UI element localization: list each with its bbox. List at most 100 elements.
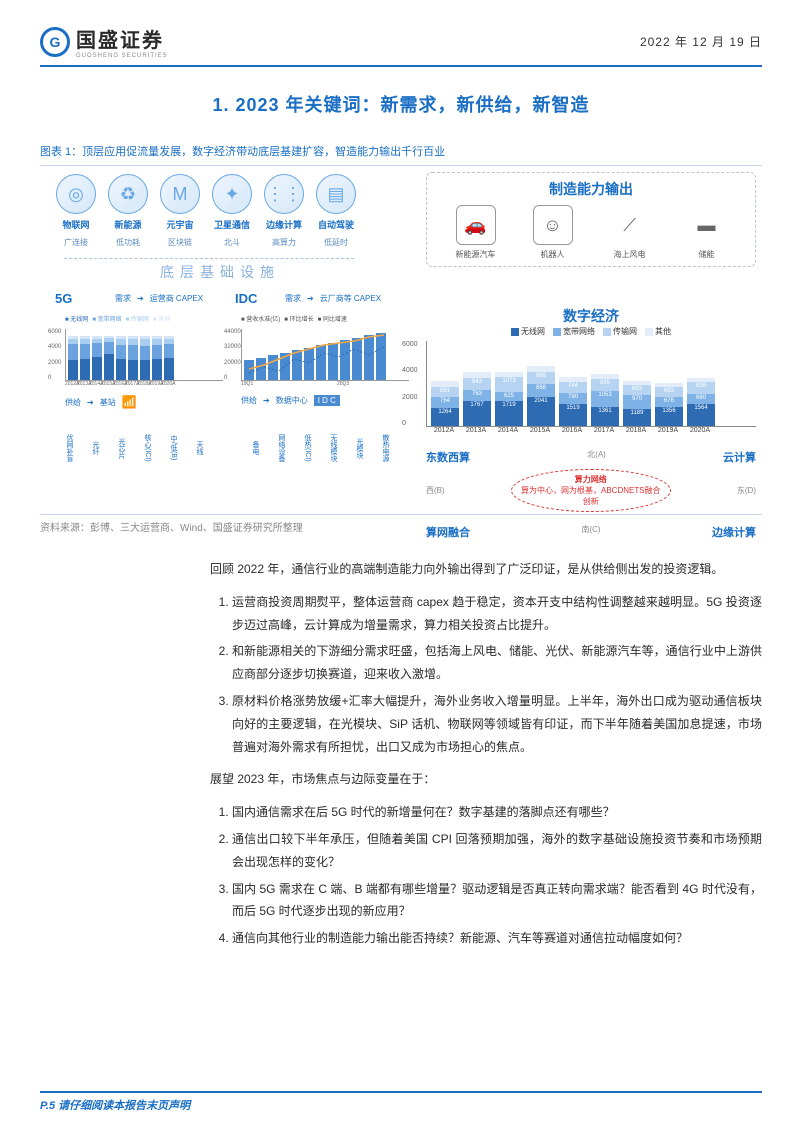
demand-label: 需求 bbox=[115, 293, 131, 304]
supply-item: 光模块 bbox=[344, 434, 364, 462]
app-label: 元宇宙 bbox=[156, 218, 204, 231]
chart-bar bbox=[80, 336, 90, 380]
chart-bar bbox=[68, 336, 78, 380]
connector-line bbox=[64, 258, 354, 259]
legend-item: 无线网 bbox=[511, 326, 545, 337]
company-name-en: GUOSHENG SECURITIES bbox=[76, 53, 168, 59]
compute-network-oval: 算力网络 算为中心，网为根基，ABCDNETS融合创新 bbox=[511, 469, 671, 512]
digital-economy-box: 数字经济 无线网宽带网络传输网其他 6000400020000 12647646… bbox=[426, 306, 756, 540]
app-item: M 元宇宙 区块链 bbox=[156, 174, 204, 248]
chart-bar bbox=[152, 336, 162, 380]
manufacturing-box: 制造能力输出 🚗 新能源汽车 ☺ 机器人 ⟋ 海上风电 ▬ 储能 bbox=[426, 172, 756, 267]
company-name-cn: 国盛证券 bbox=[76, 24, 168, 53]
dir-west: 西(B) bbox=[426, 485, 445, 496]
app-sublabel: 广连接 bbox=[52, 237, 100, 248]
page-footer: P.5 请仔细阅读本报告末页声明 bbox=[40, 1091, 762, 1113]
figure-caption: 图表 1：顶层应用促流量发展，数字经济带动底层基建扩容，智造能力输出千行百业 bbox=[40, 143, 762, 159]
legend-item: 宽带网络 bbox=[92, 314, 121, 323]
mfg-item: ⟋ 海上风电 bbox=[610, 205, 650, 260]
chart-bar bbox=[116, 336, 126, 380]
body-text: 回顾 2022 年，通信行业的高端制造能力向外输出得到了广泛印证，是从供给侧出发… bbox=[210, 558, 762, 950]
logo-icon: G bbox=[50, 34, 61, 50]
legend-item: 营收水准(亿) bbox=[241, 314, 280, 323]
app-item: ✦ 卫星通信 北斗 bbox=[208, 174, 256, 248]
report-date: 2022 年 12 月 19 日 bbox=[640, 33, 762, 50]
tag-edge: 边缘计算 bbox=[712, 524, 756, 540]
list-item: 和新能源相关的下游细分需求旺盛，包括海上风电、储能、光伏、新能源汽车等，通信行业… bbox=[232, 640, 762, 686]
mfg-icon: ☺ bbox=[533, 205, 573, 245]
legend-item: 其他 bbox=[645, 326, 671, 337]
digital-economy-title: 数字经济 bbox=[426, 306, 756, 326]
app-icon: ♻ bbox=[108, 174, 148, 214]
chart-bar: 1564660839 bbox=[687, 378, 715, 426]
supply-item: 中/低(B) bbox=[158, 434, 178, 462]
supply-label: 供给 bbox=[241, 395, 257, 406]
fiveg-title: 5G bbox=[55, 291, 72, 306]
app-icon: M bbox=[160, 174, 200, 214]
chart-bar bbox=[104, 336, 114, 380]
list-item: 通信向其他行业的制造能力输出能否持续？新能源、汽车等赛道对通信拉动幅度如何？ bbox=[232, 927, 762, 950]
supply-item: 天线 bbox=[184, 434, 204, 462]
chart-bar: 17196251073 bbox=[495, 372, 523, 426]
mfg-icon: 🚗 bbox=[456, 205, 496, 245]
app-sublabel: 区块链 bbox=[156, 237, 204, 248]
legend-item: 其他 bbox=[153, 314, 170, 323]
intro-paragraph: 回顾 2022 年，通信行业的高端制造能力向外输出得到了广泛印证，是从供给侧出发… bbox=[210, 558, 762, 581]
idc-title: IDC bbox=[235, 291, 257, 306]
base-station-label: 基站 bbox=[100, 397, 116, 408]
fiveg-supply-flow: 供给 ➔ 基站 📶 bbox=[65, 395, 223, 409]
supply-item: 光芯片 bbox=[106, 434, 126, 462]
mfg-item: ▬ 储能 bbox=[687, 205, 727, 260]
idc-supply-flow: 供给 ➔ 数据中心 I D C bbox=[241, 395, 409, 406]
list-item: 原材料价格涨势放缓+汇率大幅提升，海外业务收入增量明显。上半年，海外出口成为驱动… bbox=[232, 690, 762, 758]
demand-label: 需求 bbox=[285, 293, 301, 304]
app-item: ♻ 新能源 低功耗 bbox=[104, 174, 152, 248]
app-icon: ⋮⋮ bbox=[264, 174, 304, 214]
app-sublabel: 低功耗 bbox=[104, 237, 152, 248]
arrow-icon: ➔ bbox=[263, 396, 270, 405]
supply-item: 散热电源 bbox=[370, 434, 390, 462]
tag-cloud: 云计算 bbox=[723, 449, 756, 465]
idc-demand-flow: 需求 ➔ 云厂商等 CAPEX bbox=[285, 293, 453, 304]
mfg-label: 机器人 bbox=[533, 249, 573, 260]
datacenter-label: 数据中心 bbox=[276, 395, 308, 406]
main-diagram: ◎ 物联网 广连接♻ 新能源 低功耗M 元宇宙 区块链✦ 卫星通信 北斗⋮⋮ 边… bbox=[40, 165, 762, 515]
idc-chart: IDC 需求 ➔ 云厂商等 CAPEX 营收水准(亿)环比增长同比增速 4400… bbox=[240, 296, 410, 407]
operator-capex-label: 运营商 CAPEX bbox=[150, 293, 203, 304]
app-label: 边缘计算 bbox=[260, 218, 308, 231]
chart-bar: 1264764691 bbox=[431, 381, 459, 426]
dir-south: 南(C) bbox=[581, 524, 600, 540]
app-icon: ▤ bbox=[316, 174, 356, 214]
mfg-label: 新能源汽车 bbox=[456, 249, 496, 260]
infrastructure-label: 底层基础设施 bbox=[160, 262, 280, 282]
app-label: 新能源 bbox=[104, 218, 152, 231]
mfg-icon: ⟋ bbox=[610, 205, 650, 245]
app-label: 物联网 bbox=[52, 218, 100, 231]
chart-bar bbox=[140, 336, 150, 380]
chart-bar bbox=[92, 336, 102, 380]
app-item: ▤ 自动驾驶 低延时 bbox=[312, 174, 360, 248]
legend-item: 传输网 bbox=[603, 326, 637, 337]
manufacturing-title: 制造能力输出 bbox=[437, 179, 745, 199]
supply-item: 光纤 bbox=[80, 434, 100, 462]
list-item: 国内通信需求在后 5G 时代的新增量何在？数字基建的落脚点还有哪些？ bbox=[232, 801, 762, 824]
company-logo: G 国盛证券 GUOSHENG SECURITIES bbox=[40, 24, 168, 59]
supply-item: 核心(ICI) bbox=[132, 434, 152, 462]
section-title: 1. 2023 年关键词：新需求，新供给，新智造 bbox=[40, 91, 762, 117]
list-item: 运营商投资周期熨平，整体运营商 capex 趋于稳定，资本开支中结构性调整越来越… bbox=[232, 591, 762, 637]
outlook-paragraph: 展望 2023 年，市场焦点与边际变量在于： bbox=[210, 768, 762, 791]
app-sublabel: 低延时 bbox=[312, 237, 360, 248]
legend-item: 无线网 bbox=[65, 314, 88, 323]
digital-tags-bottom: 算网融合 南(C) 边缘计算 bbox=[426, 524, 756, 540]
app-item: ◎ 物联网 广连接 bbox=[52, 174, 100, 248]
antenna-icon: 📶 bbox=[122, 395, 137, 409]
app-sublabel: 北斗 bbox=[208, 237, 256, 248]
app-label: 卫星通信 bbox=[208, 218, 256, 231]
legend-item: 环比增长 bbox=[284, 314, 313, 323]
idc-badge: I D C bbox=[314, 395, 340, 406]
app-item: ⋮⋮ 边缘计算 高算力 bbox=[260, 174, 308, 248]
arrow-icon: ➔ bbox=[137, 294, 144, 303]
dir-north: 北(A) bbox=[587, 449, 606, 465]
chart-bar bbox=[164, 336, 174, 380]
fiveg-chart: 5G 需求 ➔ 运营商 CAPEX 无线网宽带网络传输网其他 600040002… bbox=[64, 296, 224, 410]
